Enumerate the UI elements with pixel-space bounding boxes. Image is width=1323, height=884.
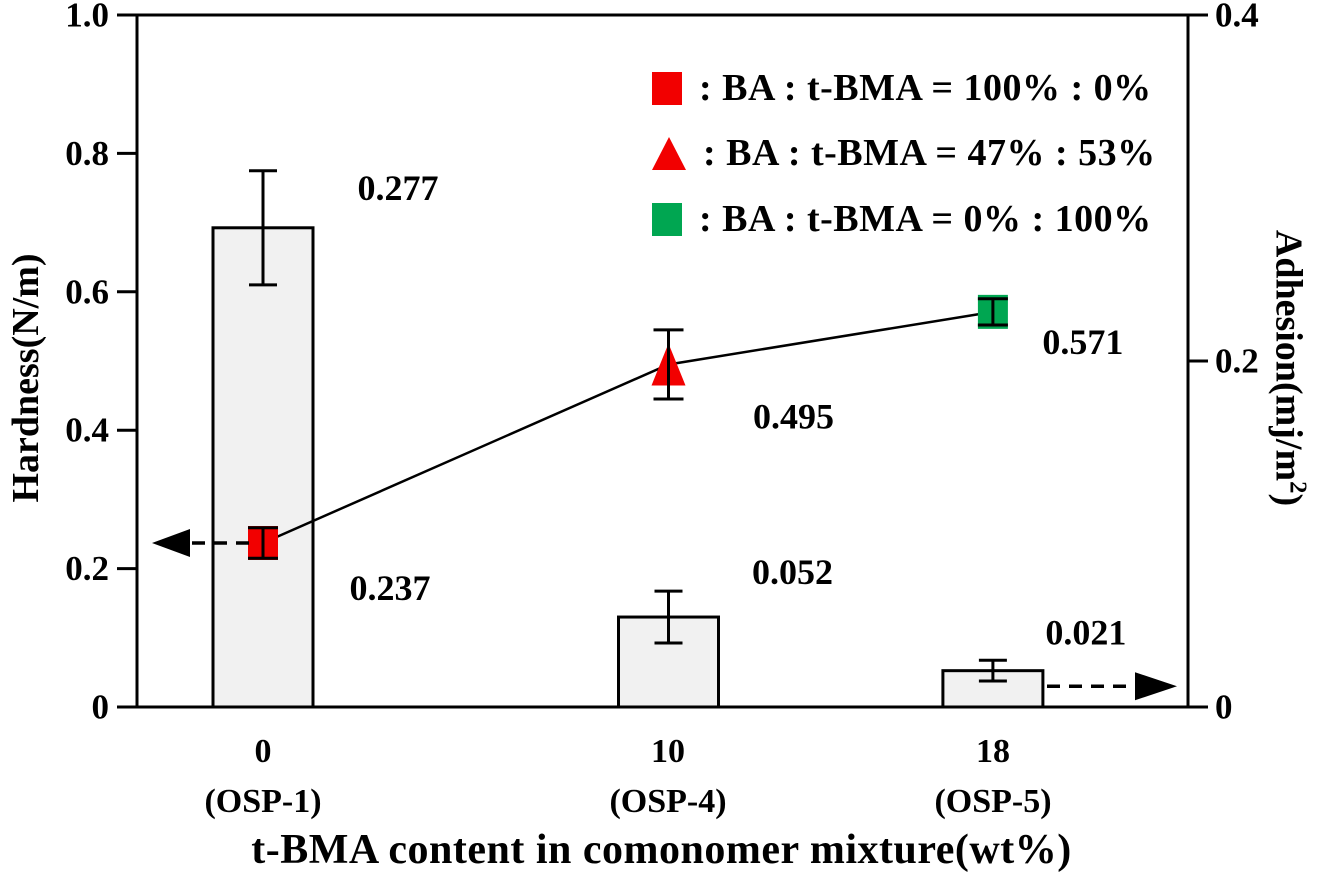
x-tick-sample-name: (OSP-4) <box>609 783 727 820</box>
right-axis-title-superscript: 2 <box>1284 481 1312 494</box>
legend-label: : BA : t-BMA = 0% : 100% <box>699 198 1152 240</box>
point-value-label: 0.237 <box>350 568 431 608</box>
hardness-line <box>262 310 994 545</box>
left-axis-tick-label: 0 <box>92 688 110 727</box>
bar-value-label: 0.277 <box>358 168 439 208</box>
left-axis-tick-label: 1.0 <box>65 0 109 35</box>
red-square-icon <box>652 71 682 105</box>
legend-item-2: : BA : t-BMA = 47% : 53% <box>652 129 1156 177</box>
right-axis-tick-label: 0.4 <box>1215 0 1259 35</box>
adhesion-bar <box>211 226 315 709</box>
legend-label: : BA : t-BMA = 100% : 0% <box>699 67 1152 109</box>
right-axis-tick-label: 0.2 <box>1215 342 1259 381</box>
right-axis-title-close: ) <box>1267 493 1310 507</box>
x-tick-value: 10 <box>651 733 685 770</box>
point-value-label: 0.495 <box>753 396 834 436</box>
right-axis-title-text: Adhesion(mj/m <box>1267 229 1310 482</box>
left-axis-tick-label: 0.6 <box>65 272 109 311</box>
right-axis-tick-label: 0 <box>1215 688 1233 727</box>
x-tick-value: 18 <box>976 733 1010 770</box>
right-axis-title: Adhesion(mj/m2) <box>1267 230 1312 506</box>
x-tick-osp4: 10 (OSP-4) <box>558 727 778 827</box>
left-axis-tick-label: 0.8 <box>65 134 109 173</box>
legend-item-1: : BA : t-BMA = 100% : 0% <box>652 64 1152 112</box>
red-triangle-icon <box>652 136 686 170</box>
x-tick-sample-name: (OSP-5) <box>934 783 1052 820</box>
bar-value-label: 0.052 <box>752 552 833 592</box>
x-tick-sample-name: (OSP-1) <box>204 783 322 820</box>
green-square-icon <box>652 202 682 236</box>
x-axis-title: t-BMA content in comonomer mixture(wt%) <box>251 827 1072 873</box>
x-tick-osp5: 18 (OSP-5) <box>883 727 1103 827</box>
right-arrowhead-icon <box>1135 672 1177 701</box>
x-tick-osp1: 0 (OSP-1) <box>153 727 373 827</box>
legend-item-3: : BA : t-BMA = 0% : 100% <box>652 195 1152 243</box>
left-arrowhead-icon <box>152 528 190 557</box>
legend-label: : BA : t-BMA = 47% : 53% <box>703 132 1156 174</box>
left-axis-tick-label: 0.4 <box>65 411 109 450</box>
x-tick-value: 0 <box>254 733 272 770</box>
left-axis-title: Hardness(N/m) <box>5 253 47 503</box>
bar-value-label: 0.021 <box>1045 613 1126 653</box>
left-axis-tick-label: 0.2 <box>65 549 109 588</box>
point-value-label: 0.571 <box>1042 322 1123 362</box>
